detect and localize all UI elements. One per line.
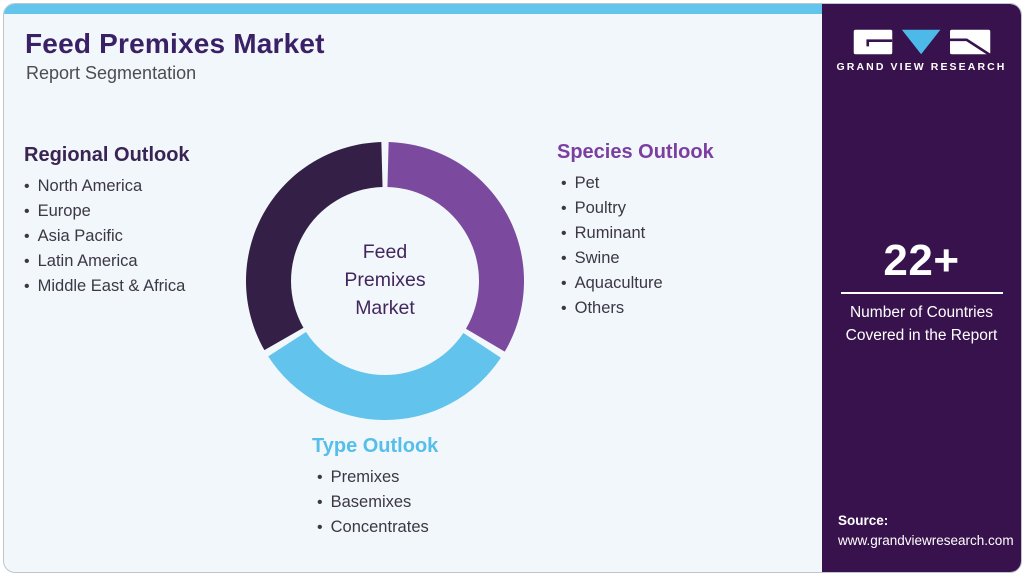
list-item: • Pet [557,171,714,196]
list-item-label: Aquaculture [574,274,663,292]
source-block: Source: www.grandviewresearch.com [838,513,1014,548]
brand-sidebar: GRAND VIEW RESEARCH 22+ Number of Countr… [822,4,1021,572]
species-outlook-heading: Species Outlook [557,141,714,163]
donut-segment-regional-outlook [245,142,383,351]
species-outlook-section: Species Outlook • Pet • Poultry • Ruminant • Sw… [557,141,714,321]
list-item-label: Ruminant [574,224,646,242]
list-item: • Latin America [24,249,190,274]
countries-stat: 22+ Number of Countries Covered in the R… [822,236,1021,347]
logo-v-triangle [901,29,940,55]
list-item: • Poultry [557,196,714,221]
bullet-icon: • [561,225,567,242]
list-item: • Premixes [312,465,438,490]
list-item-label: Asia Pacific [37,227,123,245]
page-subtitle: Report Segmentation [26,63,197,83]
page-title: Feed Premixes Market [25,28,325,59]
bullet-icon: • [561,175,567,192]
list-item: • Asia Pacific [24,224,190,249]
species-outlook-list: • Pet • Poultry • Ruminant • Swine • Aquaculture •… [557,171,714,321]
gvr-logo-icon [853,29,991,56]
list-item: • Basemixes [312,490,438,515]
list-item: • Middle East & Africa [24,274,190,299]
list-item-label: Swine [574,249,620,267]
list-item: • Ruminant [557,221,714,246]
list-item-label: Others [574,299,625,317]
stat-divider [840,292,1003,294]
bullet-icon: • [317,469,323,486]
source-label: Source: [838,513,889,528]
bullet-icon: • [561,275,567,292]
list-item-label: Poultry [574,199,626,217]
list-item: • North America [24,174,190,199]
list-item: • Aquaculture [557,271,714,296]
list-item-label: North America [37,177,143,195]
bullet-icon: • [24,253,30,270]
bullet-icon: • [561,300,567,317]
bullet-icon: • [561,250,567,267]
donut-chart [240,136,530,426]
bullet-icon: • [24,178,30,195]
list-item: • Others [557,296,714,321]
donut-segment-type-outlook [268,331,501,421]
list-item-label: Premixes [330,468,400,486]
list-item-label: Pet [574,174,600,192]
list-item: • Concentrates [312,515,438,540]
source-url: www.grandviewresearch.com [838,533,1014,548]
regional-outlook-heading: Regional Outlook [24,144,190,166]
list-item-label: Basemixes [330,493,412,511]
bullet-icon: • [24,203,30,220]
stat-label: Number of Countries Covered in the Repor… [845,304,998,344]
bullet-icon: • [24,228,30,245]
top-accent-bar [4,4,824,14]
list-item-label: Middle East & Africa [37,277,186,295]
regional-outlook-section: Regional Outlook • North America • Europe • A… [24,144,190,299]
donut-center-label: Feed Premixes Market [344,241,426,319]
bullet-icon: • [317,494,323,511]
bullet-icon: • [317,519,323,536]
list-item-label: Europe [37,202,91,220]
type-outlook-section: Type Outlook • Premixes • Basemixes • Concent… [312,435,438,540]
list-item: • Europe [24,199,190,224]
bullet-icon: • [24,278,30,295]
regional-outlook-list: • North America • Europe • Asia Pacific • Latin… [24,174,190,299]
donut-segment-species-outlook [387,142,525,352]
stat-value: 22+ [883,236,960,285]
brand-name: GRAND VIEW RESEARCH [836,61,1007,73]
donut-chart-svg [245,142,525,421]
bullet-icon: • [561,200,567,217]
type-outlook-heading: Type Outlook [312,435,439,457]
list-item: • Swine [557,246,714,271]
report-card: Feed Premixes Market Report Segmentation… [3,3,1022,573]
type-outlook-list: • Premixes • Basemixes • Concentrates [312,465,438,540]
brand-logo: GRAND VIEW RESEARCH [822,28,1021,73]
list-item-label: Concentrates [330,518,429,536]
list-item-label: Latin America [37,252,138,270]
